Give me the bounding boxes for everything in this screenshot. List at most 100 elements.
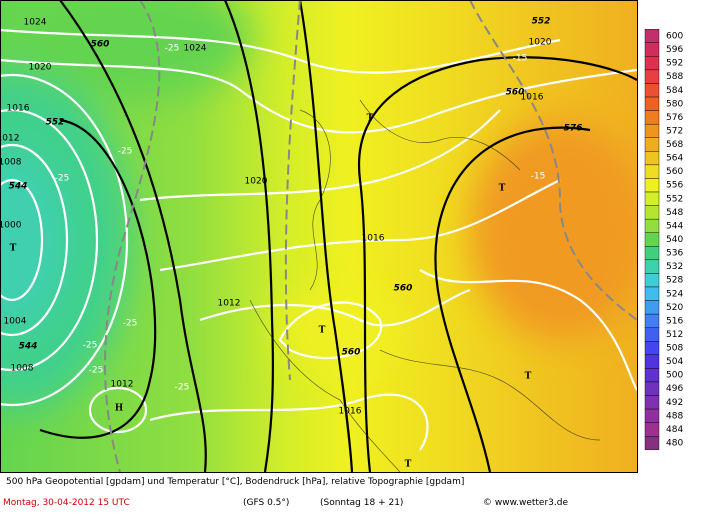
- isobar-label: 1012: [218, 299, 241, 309]
- isobars: [0, 28, 637, 451]
- legend-level: 528: [666, 276, 683, 286]
- geopotential-label: 544: [19, 342, 38, 352]
- isobar-label: 1004: [4, 317, 27, 327]
- temperature-label: -15: [513, 54, 528, 64]
- legend-swatch: [644, 408, 660, 423]
- temperature-label: -25: [55, 174, 70, 184]
- legend-level: 600: [666, 32, 683, 42]
- legend-level: 552: [666, 194, 683, 204]
- legend-swatch: [644, 273, 660, 288]
- legend-level: 480: [666, 439, 683, 449]
- temperature-label: -25: [118, 147, 133, 157]
- legend-level: 532: [666, 262, 683, 272]
- temperature-label: -25: [123, 319, 138, 329]
- temperature-label: -15: [531, 172, 546, 182]
- legend-swatch: [644, 341, 660, 356]
- geopotential-label: 560: [91, 40, 110, 50]
- isobar-label: 1008: [11, 364, 34, 374]
- legend-level: 508: [666, 344, 683, 354]
- legend-swatch: [644, 313, 660, 328]
- geopotential-label: 576: [564, 124, 583, 134]
- legend-swatch: [644, 218, 660, 233]
- legend-level: 520: [666, 303, 683, 313]
- legend-swatch: [644, 395, 660, 410]
- footer-run: (Sonntag 18 + 21): [320, 498, 403, 508]
- legend-level: 516: [666, 316, 683, 326]
- pressure-center: T: [499, 184, 506, 194]
- footer-copyright: © www.wetter3.de: [483, 498, 568, 508]
- legend-swatch: [644, 232, 660, 247]
- temperature-label: -25: [89, 366, 104, 376]
- isobar-label: 1000: [0, 221, 22, 231]
- pressure-center: T: [319, 326, 326, 336]
- isobar-label: 1012: [111, 380, 134, 390]
- legend-level: 524: [666, 289, 683, 299]
- legend-swatch: [644, 286, 660, 301]
- temperature-label: -25: [165, 44, 180, 54]
- geopotential-lines: [39, 0, 637, 472]
- pressure-center: T: [525, 372, 532, 382]
- legend-swatch: [644, 151, 660, 166]
- legend-swatch: [644, 178, 660, 193]
- isobar-label: 1024: [184, 44, 207, 54]
- legend-level: 572: [666, 126, 683, 136]
- isobar-label: 1020: [245, 177, 268, 187]
- legend-swatch: [644, 354, 660, 369]
- legend-swatch: [644, 137, 660, 152]
- legend-level: 580: [666, 99, 683, 109]
- pressure-center: T: [405, 460, 412, 470]
- legend-swatch: [644, 300, 660, 315]
- temperature-lines: [104, 0, 637, 472]
- footer-model: (GFS 0.5°): [243, 498, 289, 508]
- footer-description: 500 hPa Geopotential [gpdam] und Tempera…: [6, 477, 464, 487]
- isobar-label: 1012: [0, 134, 19, 144]
- legend-level: 588: [666, 72, 683, 82]
- isobar-label: 1020: [529, 38, 552, 48]
- legend-level: 544: [666, 221, 683, 231]
- legend-level: 504: [666, 357, 683, 367]
- legend-swatch: [644, 83, 660, 98]
- pressure-center: T: [10, 244, 17, 254]
- legend-swatch: [644, 69, 660, 84]
- isobar-label: 1020: [29, 63, 52, 73]
- footer-date: Montag, 30-04-2012 15 UTC: [3, 498, 130, 508]
- legend-level: 596: [666, 45, 683, 55]
- legend-level: 512: [666, 330, 683, 340]
- map: [0, 0, 637, 472]
- legend-level: 564: [666, 154, 683, 164]
- legend-level: 492: [666, 398, 683, 408]
- legend-swatch: [644, 123, 660, 138]
- geopotential-label: 560: [394, 284, 413, 294]
- legend-swatch: [644, 205, 660, 220]
- legend-swatch: [644, 436, 660, 450]
- geopotential-label: 552: [46, 118, 65, 128]
- legend-swatch: [644, 110, 660, 125]
- legend-level: 584: [666, 86, 683, 96]
- isobar-label: 1016: [7, 104, 30, 114]
- legend-level: 576: [666, 113, 683, 123]
- legend-swatch: [644, 327, 660, 342]
- isobar-label: 1016: [362, 234, 385, 244]
- map-border: [0, 0, 638, 473]
- legend-swatch: [644, 164, 660, 179]
- legend-swatch: [644, 96, 660, 111]
- legend-level: 548: [666, 208, 683, 218]
- legend-level: 560: [666, 167, 683, 177]
- legend-swatch: [644, 42, 660, 57]
- legend-swatch: [644, 422, 660, 437]
- legend-swatch: [644, 246, 660, 261]
- legend-level: 592: [666, 59, 683, 69]
- legend-swatch: [644, 368, 660, 383]
- pressure-center: T: [367, 114, 374, 124]
- legend-level: 500: [666, 371, 683, 381]
- legend-level: 484: [666, 425, 683, 435]
- geopotential-label: 560: [342, 348, 361, 358]
- legend-level: 496: [666, 384, 683, 394]
- legend-swatch: [644, 56, 660, 71]
- legend-swatch: [644, 29, 660, 43]
- temperature-label: -25: [175, 383, 190, 393]
- geopotential-label: 552: [532, 17, 551, 27]
- pressure-center: H: [115, 404, 124, 414]
- geopotential-label: 544: [9, 182, 28, 192]
